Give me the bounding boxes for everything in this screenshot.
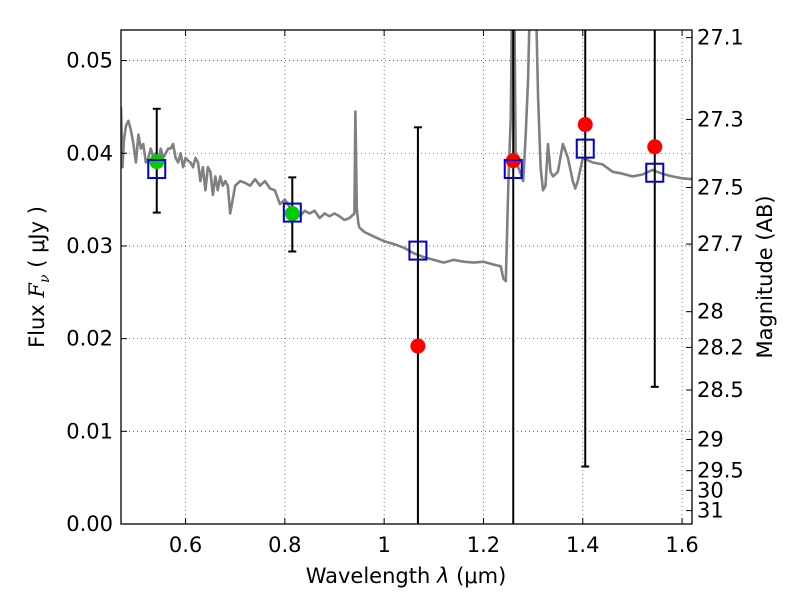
mag-tick-label: 27.1 [697,26,744,50]
x-tick-label: 0.6 [169,533,202,557]
model-photometry-point [645,162,665,183]
nondetection-point [577,117,593,133]
mag-tick-label: 28 [697,300,724,324]
right-axis-label: Magnitude (AB) [753,195,777,358]
mag-tick-label: 27.5 [697,175,744,199]
nondetection-point [410,338,426,354]
x-tick-label: 0.8 [268,533,301,557]
y-tick-label: 0.04 [66,141,113,165]
model-photometry-point [147,159,167,180]
x-tick-label: 1.4 [566,533,599,557]
markers [147,117,665,354]
mag-tick-label: 31 [697,499,724,523]
mag-tick-label: 29.5 [697,459,744,483]
mag-tick-label: 30 [697,478,724,502]
model-photometry-point [408,240,428,261]
y-tick-label: 0.05 [66,49,113,73]
y-tick-label: 0.03 [66,234,113,258]
x-tick-label: 1.6 [665,533,698,557]
x-axis-label: Wavelength λ (μm) [306,564,507,588]
model-photometry-point [575,138,595,159]
detection-point [149,154,165,170]
y-tick-label: 0.01 [66,419,113,443]
mag-tick-label: 29 [697,427,724,451]
plot-frame [120,29,693,525]
plot-area [121,30,692,283]
y-axis-label: Flux Fν ( μJy ) [25,206,53,348]
x-tick-label: 1 [377,533,390,557]
x-tick-label: 1.2 [467,533,500,557]
y-axis-ticks: 0.00 0.01 0.02 0.03 0.04 0.05 [66,49,127,536]
mag-tick-label: 28.5 [697,378,744,402]
spectrum-line [121,30,692,283]
y-tick-label: 0.00 [66,512,113,536]
detection-point [284,206,300,222]
model-photometry-point [282,202,302,223]
mag-tick-label: 28.2 [697,335,744,359]
mag-tick-label: 27.7 [697,232,744,256]
y-tick-label: 0.02 [66,327,113,351]
model-photometry-point [503,159,523,180]
nondetection-point [647,139,663,155]
mag-tick-label: 27.3 [697,107,744,131]
x-axis-ticks: 0.6 0.8 1 1.2 1.4 1.6 [169,30,699,557]
